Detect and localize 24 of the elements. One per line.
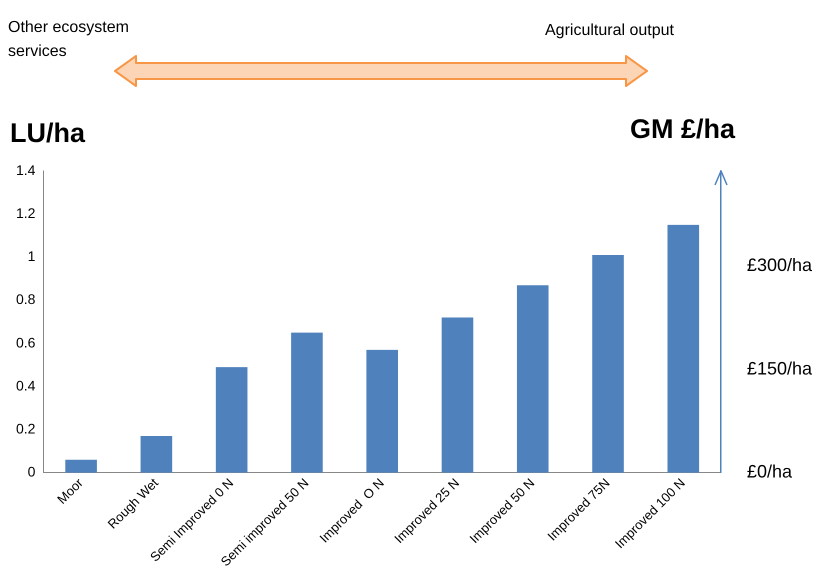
y-tick-label: 1.2 — [16, 204, 36, 221]
text: Other ecosystem services — [8, 18, 130, 62]
bar — [366, 350, 398, 473]
bar — [592, 255, 624, 473]
y2-tick-label: £300/ha — [746, 255, 813, 276]
y-tick-label: 0.6 — [16, 334, 36, 350]
y-tick-label: 0.8 — [16, 291, 36, 308]
y-tick-label: 1 — [28, 248, 36, 264]
bar — [516, 285, 549, 473]
y-tick-label: 0.4 — [16, 377, 36, 394]
y-tick-label: 1.4 — [16, 162, 36, 178]
y2-tick-label: £0/ha — [746, 462, 793, 482]
bar — [216, 367, 248, 473]
y2-axis-title: GM £/ha — [630, 114, 736, 145]
bar — [291, 332, 323, 473]
y-axis-title: LU/ha — [10, 118, 86, 149]
y-tick-label: 0 — [28, 464, 36, 480]
bar — [65, 460, 97, 473]
bar — [140, 436, 172, 473]
y2-tick-label: £150/ha — [746, 358, 813, 378]
y-tick-label: 0.2 — [16, 420, 36, 436]
bar — [442, 318, 474, 473]
bar — [667, 224, 700, 473]
text: Agricultural output — [545, 22, 674, 40]
